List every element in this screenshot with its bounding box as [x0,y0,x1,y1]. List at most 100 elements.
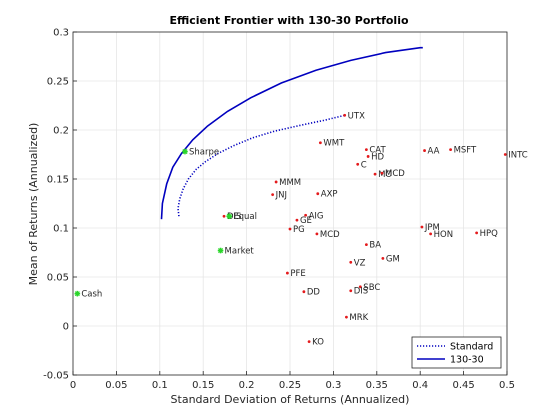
legend-label: 130-30 [450,355,484,366]
asset-point [364,148,368,152]
asset-point [316,192,320,196]
asset-point [271,193,275,197]
asset-label: DIS [227,212,241,222]
asset-point [304,213,308,217]
asset-label: VZ [354,258,366,268]
chart-title: Efficient Frontier with 130-30 Portfolio [169,14,409,27]
asset-label: INTC [508,151,528,161]
asset-point [423,149,426,152]
asset-point [285,271,289,275]
asset-point [295,218,299,222]
x-tick-label: 0.1 [152,380,168,391]
asset-label: HON [434,230,453,240]
frontier-line-standard [177,114,345,217]
asset-label: AA [428,147,440,157]
axis-ticks: 0 0.05 0.1 0.15 0.2 0.25 0.3 0.35 0.4 0.45 0.5 -0.0… [43,28,515,392]
x-tick-label: 0.25 [279,380,301,391]
special-point-label: Equal [233,212,257,222]
asset-label: WMT [323,139,345,149]
asset-point [274,180,278,184]
special-point-label: Cash [81,290,102,300]
special-point-market: Market [217,247,255,257]
asset-point [380,171,384,175]
x-tick-label: 0.05 [105,380,127,391]
asset-point [288,227,292,231]
asset-point [343,113,347,117]
asset-point [429,232,433,236]
special-point-equal: Equal [226,212,257,222]
asset-label: HD [371,152,384,162]
y-tick-label: 0 [63,322,69,333]
frontier-lines [160,46,423,220]
y-axis-label: Mean of Returns (Annualized) [27,123,40,286]
x-tick-label: 0.45 [452,380,474,391]
grid-lines [72,31,508,376]
special-marker-stroke [182,149,188,155]
special-point-sharpe: Sharpe [182,148,219,158]
x-tick-label: 0.35 [366,380,388,391]
asset-label: GE [300,216,312,226]
asset-point [449,148,452,152]
asset-point [381,256,385,260]
legend-label: Standard [450,342,493,353]
asset-label: JNJ [275,191,287,201]
y-tick-label: 0.2 [53,126,69,137]
asset-label: AIG [309,211,324,221]
y-tick-label: 0.05 [47,273,69,284]
y-tick-label: 0.1 [53,224,69,235]
asset-point [356,162,360,166]
asset-label: CAT [369,146,386,156]
asset-label: AXP [321,190,338,200]
x-tick-label: 0.15 [192,380,214,391]
asset-point [420,225,424,229]
asset-point [349,260,353,264]
asset-point [318,141,322,145]
x-tick-label: 0 [70,380,76,391]
frontier-line-130-30 [160,46,423,220]
asset-point [366,155,370,158]
asset-label: DIS [354,287,368,297]
asset-label: MO [378,170,392,180]
asset-point [315,232,319,236]
special-marker-stroke [74,291,80,297]
asset-label: MRK [349,313,368,323]
special-point-cash: Cash [74,290,102,300]
asset-point [302,290,306,294]
special-point-label: Sharpe [189,148,219,158]
asset-label: PFE [290,269,305,279]
asset-label: DD [307,288,321,298]
asset-point [345,315,348,319]
asset-point [373,172,377,176]
x-tick-label: 0.3 [325,380,341,391]
asset-point [349,289,353,293]
asset-label: GM [386,254,400,264]
asset-point [307,340,311,344]
asset-label: PG [293,225,305,235]
x-tick-label: 0.4 [412,380,428,391]
legend-box [411,336,502,369]
asset-point [364,243,368,247]
asset-label: JPM [424,223,440,233]
asset-point [475,231,479,235]
legend: Standard 130-30 [411,336,502,369]
asset-label: MMM [279,178,301,188]
asset-label: MCD [320,230,340,240]
x-tick-label: 0.2 [239,380,255,391]
asset-point [503,153,507,156]
special-marker-stroke [226,213,232,219]
asset-point [358,285,362,289]
x-tick-label: 0.5 [499,380,515,391]
y-tick-label: 0.25 [47,77,69,88]
y-tick-label: 0.15 [47,175,69,186]
y-tick-label: -0.05 [43,371,69,382]
x-axis-label: Standard Deviation of Returns (Annualize… [171,393,410,406]
special-point-label: Market [225,247,255,257]
y-tick-label: 0.3 [53,28,69,39]
asset-label: MCD [385,169,405,179]
asset-label: MSFT [454,146,477,156]
asset-label: SBC [363,283,380,293]
asset-label: C [361,160,367,170]
asset-label: HPQ [480,229,499,239]
